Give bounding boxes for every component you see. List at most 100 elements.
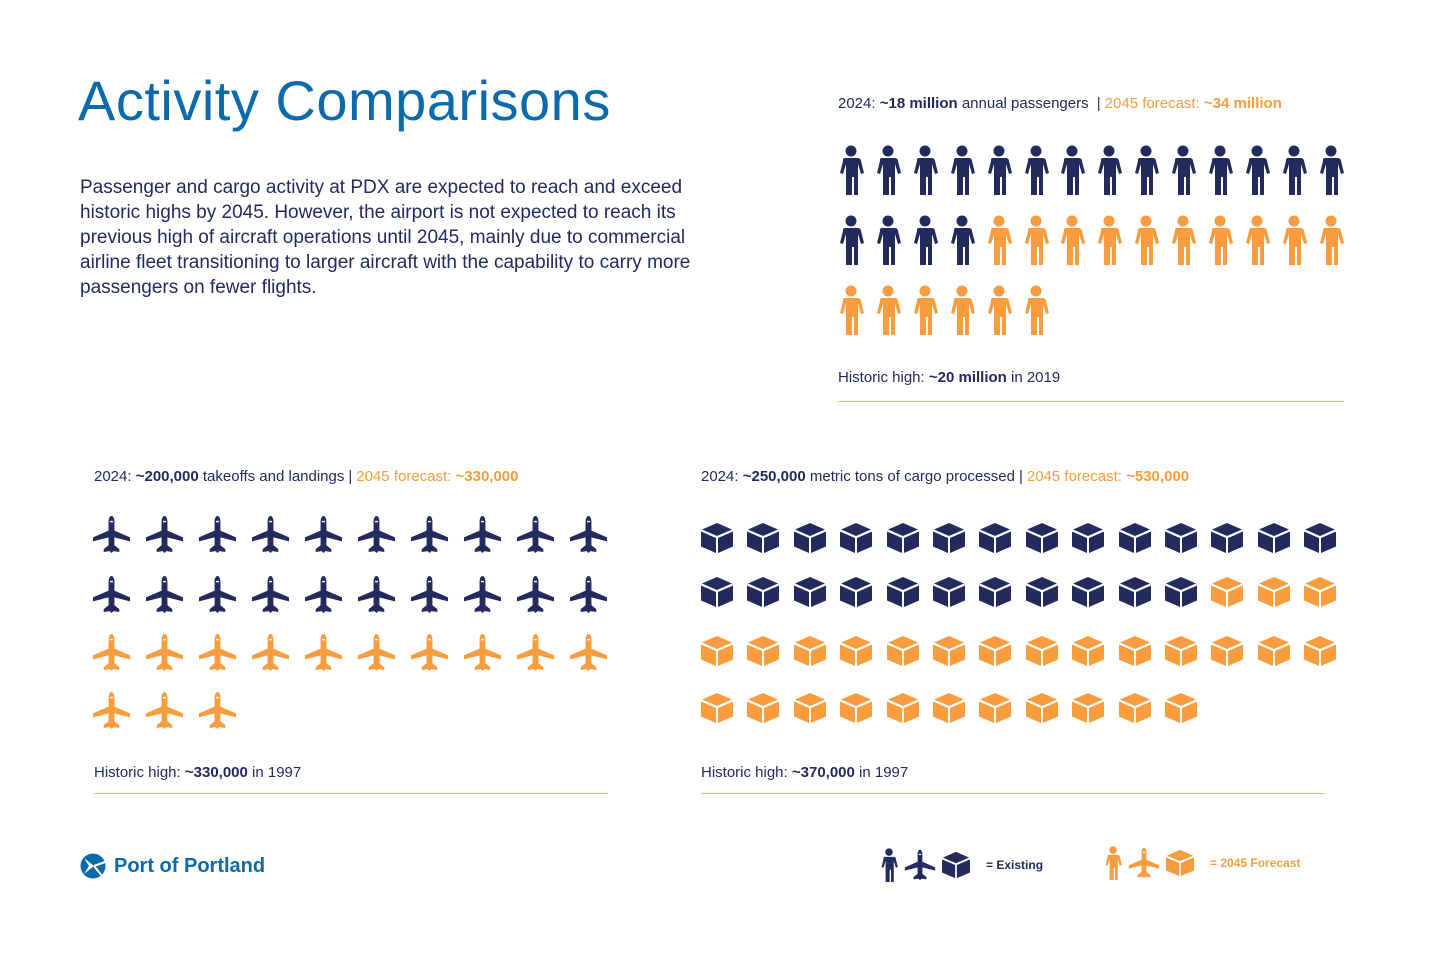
airplane-icon-existing — [569, 575, 608, 614]
cargo-box-icon-forecast — [747, 693, 780, 723]
cargo-box-icon-forecast — [840, 693, 873, 723]
operations-year-label: 2024: — [94, 468, 136, 485]
airplane-icon-existing — [516, 575, 555, 614]
historic-label: Historic high: — [94, 764, 185, 781]
airplane-icon-forecast — [198, 691, 237, 730]
logo-text: Port of Portland — [114, 854, 266, 877]
cargo-box-icon-forecast — [1211, 636, 1244, 666]
person-icon-forecast — [987, 285, 1012, 335]
port-of-portland-logo: Port of Portland — [80, 853, 265, 879]
airplane-icon-forecast — [92, 691, 131, 730]
airplane-icon-existing — [569, 515, 608, 554]
cargo-box-icon-existing — [793, 577, 826, 607]
cargo-forecast-label: 2045 forecast: — [1026, 468, 1127, 485]
person-icon-existing — [913, 145, 938, 195]
airplane-icon-forecast — [145, 633, 184, 672]
person-icon-forecast — [876, 285, 901, 335]
separator: | — [1092, 95, 1101, 112]
historic-year: in 1997 — [854, 764, 909, 781]
person-icon — [1105, 846, 1122, 880]
airplane-icon-existing — [304, 515, 343, 554]
person-icon-forecast — [1209, 215, 1233, 265]
cargo-box-icon-existing — [933, 523, 965, 553]
person-icon-forecast — [950, 285, 975, 335]
historic-value: ~330,000 — [184, 764, 248, 781]
airplane-icon-existing — [357, 515, 396, 554]
airplane-icon-forecast — [145, 691, 184, 730]
person-icon-existing — [1209, 145, 1233, 195]
person-icon-forecast — [1024, 215, 1049, 265]
separator: | — [1018, 468, 1023, 485]
cargo-box-icon-existing — [933, 577, 965, 607]
person-icon-existing — [1098, 145, 1123, 195]
operations-forecast-value: ~330,000 — [455, 468, 519, 485]
cargo-box-icon — [1166, 849, 1194, 877]
operations-historic: Historic high: ~330,000 in 1997 — [94, 764, 301, 781]
cargo-box-icon-forecast — [1072, 693, 1105, 723]
airplane-icon-existing — [92, 575, 131, 614]
cargo-header: 2024: ~250,000 metric tons of cargo proc… — [701, 468, 1189, 485]
person-icon-existing — [950, 145, 975, 195]
person-icon-forecast — [1024, 285, 1049, 335]
historic-value: ~20 million — [928, 369, 1007, 386]
cargo-box-icon-existing — [747, 523, 780, 553]
person-icon-existing — [1172, 145, 1197, 195]
person-icon-existing — [1319, 145, 1344, 195]
cargo-box-icon-existing — [1072, 577, 1105, 607]
passengers-header: 2024: ~18 million annual passengers | 204… — [838, 95, 1282, 112]
airplane-icon-existing — [198, 515, 237, 554]
cargo-box-icon-forecast — [1304, 636, 1337, 666]
airplane-icon — [1128, 847, 1160, 879]
airplane-icon-existing — [463, 575, 502, 614]
cargo-box-icon-existing — [1304, 523, 1337, 553]
person-icon-existing — [987, 145, 1012, 195]
historic-year: in 1997 — [247, 764, 302, 781]
cargo-box-icon-forecast — [1304, 577, 1337, 607]
airplane-icon-forecast — [198, 633, 237, 672]
person-icon-existing — [1282, 145, 1307, 195]
airplane-icon-existing — [92, 515, 131, 554]
airplane-icon-existing — [145, 515, 184, 554]
passengers-unit: annual passengers — [957, 95, 1089, 112]
separator: | — [348, 468, 353, 485]
operations-value: ~200,000 — [135, 468, 199, 485]
cargo-historic: Historic high: ~370,000 in 1997 — [701, 764, 908, 781]
person-icon-forecast — [1061, 215, 1086, 265]
cargo-box-icon-existing — [840, 523, 873, 553]
cargo-box-icon-existing — [886, 523, 919, 553]
cargo-box-icon-existing — [1257, 523, 1290, 553]
cargo-box-icon-existing — [979, 523, 1012, 553]
passengers-historic: Historic high: ~20 million in 2019 — [838, 369, 1060, 386]
legend-existing: = Existing — [880, 848, 1043, 882]
airplane-icon-forecast — [410, 633, 449, 672]
person-icon-existing — [1245, 145, 1270, 195]
cargo-box-icon-forecast — [1165, 636, 1197, 666]
airplane-icon-existing — [410, 575, 449, 614]
person-icon-existing — [840, 215, 864, 265]
legend-forecast: = 2045 Forecast — [1104, 846, 1300, 880]
passengers-forecast-label: 2045 forecast: — [1104, 95, 1204, 112]
cargo-forecast-value: ~530,000 — [1126, 468, 1190, 485]
cargo-box-icon-forecast — [840, 636, 873, 666]
legend-existing-label: = Existing — [986, 858, 1044, 872]
person-icon-forecast — [1319, 215, 1344, 265]
divider — [701, 793, 1325, 794]
cargo-box-icon-forecast — [1118, 693, 1151, 723]
airplane-icon-forecast — [357, 633, 396, 672]
airplane-icon-forecast — [569, 633, 608, 672]
intro-paragraph: Passenger and cargo activity at PDX are … — [80, 177, 691, 298]
cargo-box-icon — [942, 851, 970, 879]
airplane-icon-forecast — [304, 633, 343, 672]
person-icon-forecast — [913, 285, 938, 335]
cargo-box-icon-existing — [747, 577, 780, 607]
historic-year: in 2019 — [1006, 369, 1061, 386]
person-icon-existing — [1024, 145, 1049, 195]
operations-unit: takeoffs and landings — [198, 468, 345, 485]
person-icon-existing — [840, 145, 864, 195]
person-icon-existing — [950, 215, 975, 265]
person-icon-existing — [876, 215, 901, 265]
person-icon-forecast — [1098, 215, 1123, 265]
cargo-box-icon-forecast — [1025, 693, 1058, 723]
person-icon — [881, 848, 898, 882]
cargo-box-icon-existing — [1211, 523, 1244, 553]
